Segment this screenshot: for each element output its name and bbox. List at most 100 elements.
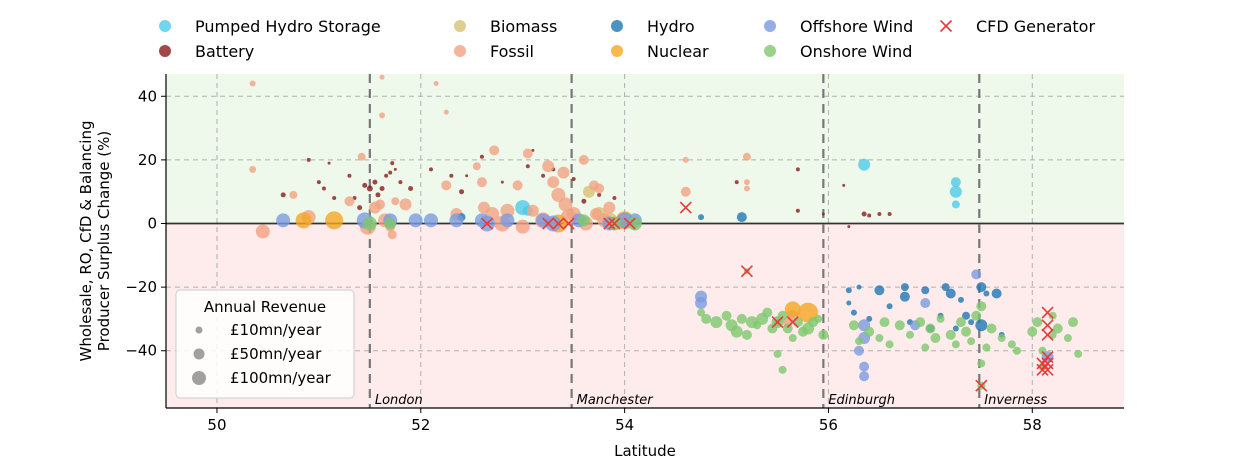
legend-label: Onshore Wind (800, 42, 912, 61)
cfd-marker-stroke (562, 217, 575, 230)
data-point (1038, 346, 1047, 355)
data-point (577, 214, 590, 227)
data-point (782, 323, 793, 334)
data-point (900, 283, 909, 292)
data-point (777, 310, 788, 321)
data-point (316, 180, 321, 185)
legend-marker (454, 20, 466, 32)
data-point (423, 213, 438, 228)
data-point (842, 183, 846, 187)
cfd-marker (1041, 328, 1054, 341)
cfd-marker (1036, 363, 1049, 376)
data-point (866, 315, 873, 322)
data-point (1007, 340, 1016, 349)
data-point (945, 329, 956, 340)
cfd-marker-stroke (975, 379, 988, 392)
data-point (379, 112, 386, 119)
data-point (391, 197, 400, 206)
data-point (877, 211, 882, 216)
data-point (921, 286, 930, 295)
data-point (558, 197, 573, 212)
data-point (1032, 317, 1043, 328)
cfd-marker (480, 217, 494, 230)
data-point (390, 161, 395, 166)
data-point (347, 173, 352, 178)
data-point (957, 296, 964, 303)
data-point (859, 371, 870, 382)
data-point (945, 288, 956, 299)
data-point (875, 334, 884, 343)
data-point (952, 325, 959, 332)
data-point (976, 301, 987, 312)
y-tick-label: 20 (138, 151, 157, 169)
data-point (465, 174, 469, 178)
x-axis-title: Latitude (614, 442, 676, 460)
data-point (971, 310, 982, 321)
data-point (741, 329, 752, 340)
data-point (249, 80, 256, 87)
cfd-marker (603, 217, 616, 230)
data-point (1052, 323, 1063, 334)
data-point (710, 316, 723, 329)
cfd-marker-stroke (771, 316, 784, 329)
data-point (921, 343, 930, 352)
series-battery (280, 148, 892, 229)
series-legend: Pumped Hydro Storage Battery Biomass Fossil… (159, 17, 1095, 61)
data-point (951, 200, 960, 209)
data-point (859, 361, 870, 372)
data-point (384, 173, 389, 178)
x-tick-label: 54 (615, 416, 634, 434)
cfd-marker-stroke (740, 265, 753, 278)
legend-item-fossil: Fossil (454, 42, 534, 61)
data-point (821, 212, 825, 216)
data-point (899, 291, 910, 302)
cfd-marker-stroke (608, 217, 621, 230)
legend-label: Hydro (647, 17, 695, 36)
data-point (680, 186, 691, 197)
data-point (295, 212, 312, 229)
data-point (408, 186, 414, 192)
data-point (500, 213, 515, 228)
data-point (1048, 311, 1057, 320)
data-point (526, 204, 539, 217)
data-point (682, 156, 689, 163)
data-point (975, 319, 988, 332)
y-tick-label: −40 (125, 342, 157, 360)
data-point (459, 189, 465, 195)
data-point (578, 154, 589, 165)
city-label-london: London (375, 393, 423, 408)
data-point (594, 183, 605, 194)
data-point (858, 158, 871, 171)
data-point (792, 317, 803, 328)
data-point (362, 182, 368, 188)
data-point (408, 213, 423, 228)
y-tick-label: 0 (147, 215, 157, 233)
cfd-marker-stroke (1041, 363, 1054, 376)
city-label-inverness: Inverness (984, 393, 1047, 408)
size-legend-marker (193, 348, 205, 360)
data-point (962, 311, 971, 320)
cfd-marker (786, 316, 799, 329)
cfd-marker (679, 201, 692, 214)
city-label-edinburgh: Edinburgh (828, 393, 895, 408)
x-tick-label: 52 (411, 416, 430, 434)
legend-item-hydro: Hydro (611, 17, 695, 36)
cfd-marker-stroke (623, 217, 636, 230)
legend-item-onshore-wind: Onshore Wind (764, 42, 912, 61)
cfd-marker-stroke (679, 201, 692, 214)
data-point (856, 284, 862, 290)
cfd-marker (1041, 363, 1054, 376)
legend-marker-stroke (939, 19, 953, 33)
series-hydro (457, 212, 1005, 338)
data-point (961, 326, 972, 337)
data-point (1074, 349, 1083, 358)
data-point (541, 173, 546, 178)
data-point (332, 196, 337, 201)
data-point (743, 179, 750, 186)
legend-label: Battery (195, 42, 254, 61)
data-point (778, 365, 787, 374)
data-point (773, 349, 782, 358)
data-point (545, 215, 562, 232)
cfd-marker-stroke (552, 217, 565, 230)
data-point (855, 337, 864, 346)
